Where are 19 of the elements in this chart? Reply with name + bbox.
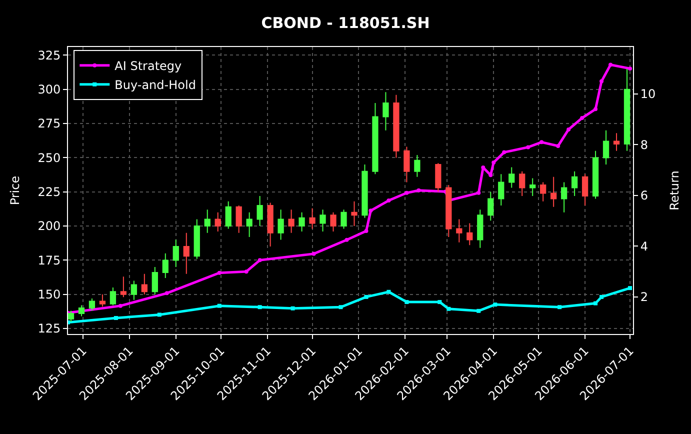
y-tick-label: 125 [38,322,61,336]
y-tick-label: 200 [38,219,61,234]
y2-tick-label: 4 [640,239,648,254]
y-tick-label: 225 [38,185,61,200]
legend-label: Buy-and-Hold [114,78,196,92]
y2-tick-label: 10 [640,87,656,102]
chart-title: CBOND - 118051.SH [261,14,430,32]
y2-axis-title: Return [668,170,682,210]
y-tick-label: 175 [38,253,61,268]
y-tick-label: 150 [38,288,61,302]
y2-tick-label: 2 [640,290,648,304]
y2-tick-label: 6 [640,188,648,203]
y-tick-label: 300 [38,82,61,97]
y-tick-label: 325 [38,48,61,62]
legend-label: AI Strategy [114,59,182,74]
y-tick-label: 250 [38,150,61,165]
y2-tick-label: 8 [640,138,648,152]
y-axis-title: Price [8,176,22,206]
y-tick-label: 275 [38,116,61,131]
